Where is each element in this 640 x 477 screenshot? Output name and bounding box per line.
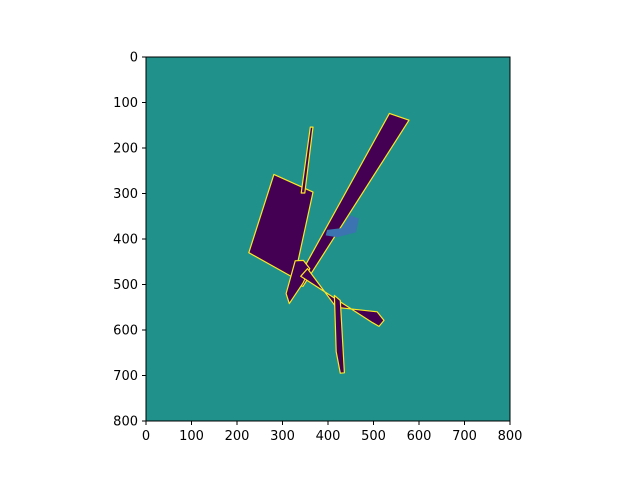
x-axis: 0 100 200 300 400 500 600 700 800 [142, 421, 523, 444]
y-tick-label: 800 [113, 415, 138, 430]
region-central-block [285, 259, 311, 305]
x-tick-label: 800 [498, 429, 523, 444]
y-tick-label: 700 [113, 369, 138, 384]
x-tick-label: 0 [142, 429, 150, 444]
region-crescent [325, 215, 359, 238]
x-tick-label: 600 [407, 429, 432, 444]
y-tick-label: 0 [130, 51, 138, 66]
y-tick-label: 400 [113, 233, 138, 248]
x-tick-label: 700 [452, 429, 477, 444]
y-tick-label: 100 [113, 96, 138, 111]
y-tick-label: 300 [113, 187, 138, 202]
y-tick-label: 600 [113, 324, 138, 339]
region-lower-spike [333, 294, 345, 374]
y-tick-label: 500 [113, 278, 138, 293]
x-tick-label: 100 [179, 429, 204, 444]
x-tick-label: 200 [225, 429, 250, 444]
region-thin-spike-upper [300, 126, 314, 194]
x-tick-label: 300 [270, 429, 295, 444]
region-lower-right-wedge [300, 268, 385, 327]
x-tick-label: 500 [361, 429, 386, 444]
y-tick-label: 200 [113, 142, 138, 157]
x-tick-label: 400 [316, 429, 341, 444]
y-axis: 0 100 200 300 400 500 600 700 800 [113, 51, 146, 430]
heatmap-regions [248, 112, 410, 374]
